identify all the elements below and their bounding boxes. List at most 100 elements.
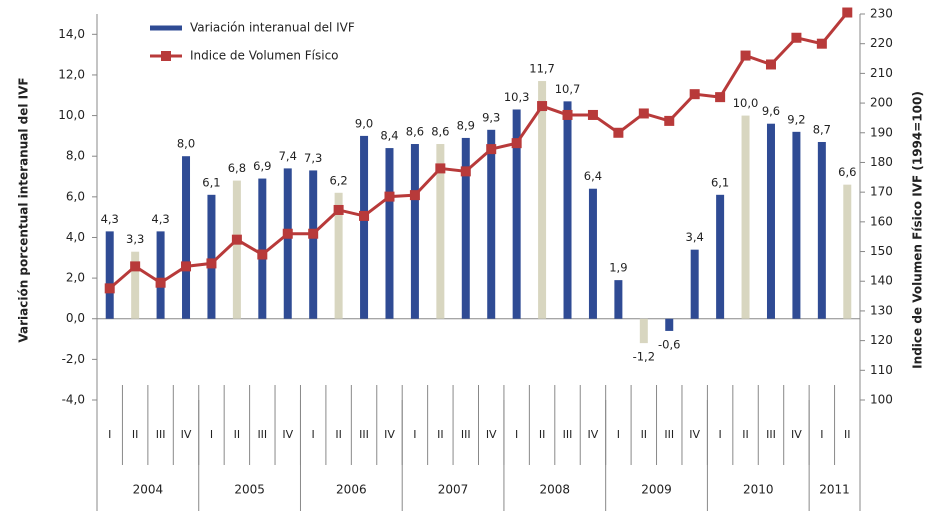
marker	[664, 115, 675, 126]
bar	[639, 318, 648, 344]
x-tick-label: I	[718, 428, 721, 441]
data-label: 8,0	[177, 137, 195, 151]
data-label: 7,3	[304, 151, 322, 165]
y2-tick-label: 140	[870, 274, 893, 288]
x-tick-label: IV	[588, 428, 599, 441]
data-label: 8,7	[813, 122, 831, 136]
x-tick-label: II	[641, 428, 648, 441]
data-label: 6,1	[711, 175, 729, 189]
group-label: 2006	[336, 483, 367, 497]
data-label: 8,9	[457, 118, 475, 132]
bar	[690, 249, 699, 319]
data-label: 3,4	[686, 230, 704, 244]
x-tick-label: II	[335, 428, 342, 441]
bar	[538, 81, 547, 319]
data-label: 8,6	[406, 125, 424, 139]
bar	[232, 180, 241, 319]
data-label: 7,4	[279, 149, 297, 163]
data-label: 10,0	[733, 96, 759, 110]
data-label: 6,9	[253, 159, 271, 173]
x-tick-label: III	[257, 428, 267, 441]
y2-tick-label: 220	[870, 36, 893, 50]
y2-tick-label: 230	[870, 7, 893, 21]
marker	[613, 127, 624, 138]
bar	[436, 144, 445, 319]
bar	[156, 231, 165, 319]
marker	[384, 191, 395, 202]
data-label: 6,2	[329, 173, 347, 187]
y-tick-label: -2,0	[62, 352, 85, 366]
data-label: 9,2	[787, 112, 805, 126]
legend-label: Indice de Volumen Físico	[190, 49, 339, 63]
x-tick-label: I	[312, 428, 315, 441]
y-tick-label: 6,0	[66, 189, 85, 203]
data-label: 6,6	[838, 165, 856, 179]
bar	[512, 109, 521, 319]
y2-tick-label: 180	[870, 155, 893, 169]
bar	[258, 178, 267, 319]
x-tick-label: II	[234, 428, 241, 441]
group-label: 2008	[540, 483, 571, 497]
marker	[435, 163, 446, 174]
marker	[206, 258, 217, 269]
y2-tick-label: 110	[870, 363, 893, 377]
marker	[587, 109, 598, 120]
legend-label: Variación interanual del IVF	[190, 21, 355, 35]
x-tick-label: IV	[486, 428, 497, 441]
marker	[740, 50, 751, 61]
x-tick-label: I	[515, 428, 518, 441]
data-label: -0,6	[658, 337, 680, 351]
marker	[231, 234, 242, 245]
marker	[486, 144, 497, 155]
data-label: 6,4	[584, 169, 602, 183]
data-label: 6,1	[202, 175, 220, 189]
group-label: 2010	[743, 483, 774, 497]
marker	[460, 166, 471, 177]
bar	[105, 231, 114, 319]
marker	[791, 32, 802, 43]
x-tick-label: II	[437, 428, 444, 441]
marker	[537, 101, 548, 112]
y2-tick-label: 160	[870, 214, 893, 228]
data-label: -1,2	[633, 350, 655, 364]
x-tick-label: II	[132, 428, 139, 441]
bar	[461, 137, 470, 319]
x-tick-label: IV	[689, 428, 700, 441]
x-tick-label: I	[820, 428, 823, 441]
data-label: 10,7	[555, 82, 581, 96]
bar	[410, 144, 419, 319]
data-label: 9,3	[482, 110, 500, 124]
y2-tick-label: 210	[870, 66, 893, 80]
y2-tick-label: 200	[870, 96, 893, 110]
x-tick-label: IV	[384, 428, 395, 441]
group-label: 2011	[819, 483, 850, 497]
group-label: 2004	[133, 483, 164, 497]
bar	[716, 194, 725, 319]
data-label: 11,7	[529, 62, 555, 76]
data-label: 4,3	[151, 212, 169, 226]
bar	[360, 135, 369, 319]
marker	[816, 38, 827, 49]
bar	[792, 131, 801, 319]
bar	[588, 188, 597, 319]
bar	[334, 192, 343, 319]
x-tick-label: II	[539, 428, 546, 441]
y2-tick-label: 100	[870, 393, 893, 407]
x-tick-label: I	[108, 428, 111, 441]
x-tick-label: I	[413, 428, 416, 441]
marker	[765, 59, 776, 70]
y2-tick-label: 120	[870, 333, 893, 347]
bar	[131, 251, 140, 319]
y-tick-label: 4,0	[66, 230, 85, 244]
bar	[487, 129, 496, 319]
y2-axis-title: Indice de Volumen Físico IVF (1994=100)	[911, 91, 925, 369]
marker	[181, 261, 192, 272]
group-label: 2005	[234, 483, 265, 497]
data-label: 10,3	[504, 90, 530, 104]
x-tick-label: III	[359, 428, 369, 441]
y-tick-label: 8,0	[66, 149, 85, 163]
data-label: 8,6	[431, 125, 449, 139]
bar	[309, 170, 318, 319]
marker	[359, 210, 370, 221]
